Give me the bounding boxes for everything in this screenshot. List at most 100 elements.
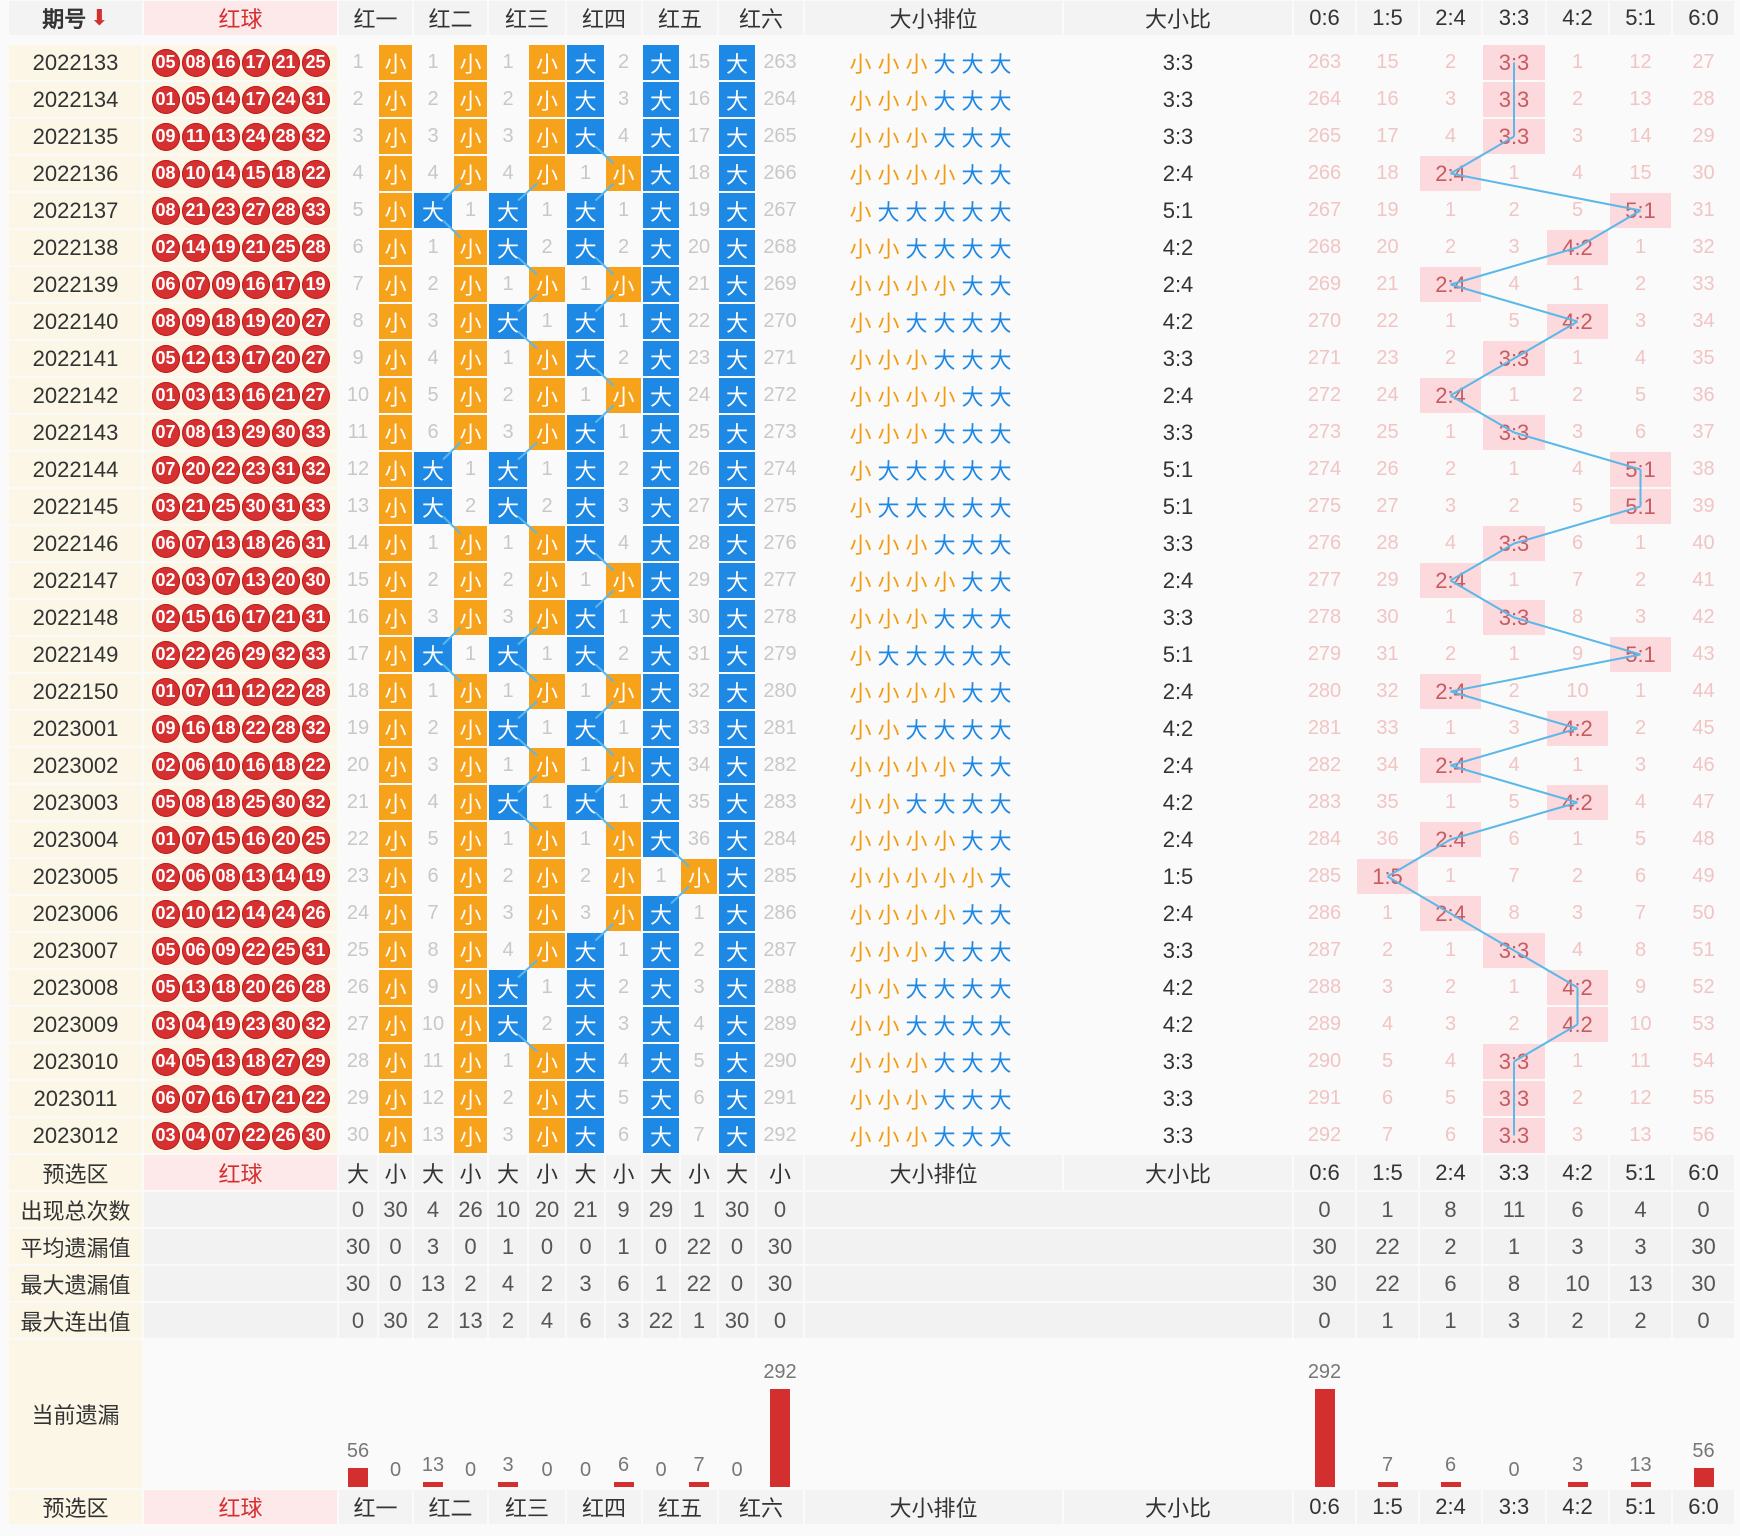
presel-small[interactable]: 小 [681, 1155, 717, 1190]
presel-ratio-col[interactable]: 1:5 [1357, 1155, 1418, 1190]
ratio-omission: 5 [1571, 495, 1584, 517]
small-cell: 小 [379, 711, 412, 746]
red-balls: 03 21 25 30 31 33 [144, 489, 337, 524]
big-cell: 大 [643, 1081, 679, 1116]
omission-count: 1 [579, 273, 592, 295]
sort-arrow-icon[interactable]: ⬇ [90, 5, 109, 30]
position-header-5[interactable]: 红五 [643, 1, 717, 35]
omission-count: 36 [687, 828, 711, 850]
bottom-position-header-3[interactable]: 红三 [489, 1490, 565, 1524]
presel-ratio-col[interactable]: 2:4 [1420, 1155, 1481, 1190]
red-ball: 13 [241, 862, 270, 891]
presel-big[interactable]: 大 [567, 1155, 604, 1190]
ratio-col-header-0[interactable]: 0:6 [1294, 1, 1355, 35]
seq-char: 大 [989, 1087, 1018, 1113]
omission-count: 2 [464, 495, 477, 517]
presel-big[interactable]: 大 [643, 1155, 679, 1190]
size-sequence: 小小小大大大 [805, 526, 1062, 561]
presel-small[interactable]: 小 [757, 1155, 803, 1190]
red-ball: 24 [271, 899, 300, 928]
ratio-header: 大小比 [1064, 1, 1292, 35]
presel-ratio-col[interactable]: 3:3 [1483, 1155, 1545, 1190]
small-cell: 小 [529, 822, 565, 857]
ratio-omission: 2 [1508, 495, 1520, 517]
ratio-col-header-3[interactable]: 3:3 [1483, 1, 1545, 35]
presel-big[interactable]: 大 [489, 1155, 527, 1190]
red-ball: 05 [181, 85, 210, 114]
presel-big[interactable]: 大 [339, 1155, 377, 1190]
seq-char: 大 [989, 717, 1018, 743]
bottom-ratio-col-header-2[interactable]: 2:4 [1420, 1490, 1481, 1524]
presel-big[interactable]: 大 [414, 1155, 452, 1190]
position-header-3[interactable]: 红三 [489, 1, 565, 35]
ratio-omission: 15 [1376, 51, 1399, 73]
position-header-4[interactable]: 红四 [567, 1, 641, 35]
presel-small[interactable]: 小 [379, 1155, 412, 1190]
ratio-col-header-2[interactable]: 2:4 [1420, 1, 1481, 35]
period-header[interactable]: 期号 ⬇ [9, 1, 142, 35]
presel-ratio-col[interactable]: 5:1 [1610, 1155, 1671, 1190]
red-ball: 32 [301, 122, 330, 151]
presel-small[interactable]: 小 [529, 1155, 565, 1190]
bottom-position-header-4[interactable]: 红四 [567, 1490, 641, 1524]
bottom-position-header-6[interactable]: 红六 [719, 1490, 803, 1524]
big-cell: 大 [414, 452, 452, 487]
bottom-position-header-1[interactable]: 红一 [339, 1490, 412, 1524]
presel-big[interactable]: 大 [719, 1155, 755, 1190]
big-cell: 大 [719, 378, 755, 413]
red-ball: 27 [301, 307, 330, 336]
ratio-omission: 56 [1692, 1124, 1715, 1146]
bottom-ratio-col-header-0[interactable]: 0:6 [1294, 1490, 1355, 1524]
small-cell: 小 [454, 415, 487, 450]
ratio-hit: 2:4 [1420, 378, 1481, 413]
summary-pos-value: 2 [454, 1266, 487, 1301]
seq-char: 小 [849, 310, 878, 336]
summary-pos-value: 0 [529, 1229, 565, 1264]
bottom-position-header-2[interactable]: 红二 [414, 1490, 487, 1524]
presel-ratio-col[interactable]: 0:6 [1294, 1155, 1355, 1190]
presel-small[interactable]: 小 [606, 1155, 641, 1190]
ratio-col-header-4[interactable]: 4:2 [1547, 1, 1608, 35]
position-omission-bar-label: 13 [421, 1454, 445, 1476]
seq-char: 小 [849, 569, 878, 595]
seq-char: 小 [849, 939, 878, 965]
bottom-ratio-col-header-6[interactable]: 6:0 [1673, 1490, 1734, 1524]
position-header-6[interactable]: 红六 [719, 1, 803, 35]
bottom-ratio-col-header-4[interactable]: 4:2 [1547, 1490, 1608, 1524]
summary-pos-value: 30 [719, 1192, 755, 1227]
omission-count: 3 [427, 754, 439, 776]
ratio-omission: 6 [1634, 421, 1647, 443]
seq-char: 小 [849, 1050, 878, 1076]
ratio-col-header-5[interactable]: 5:1 [1610, 1, 1671, 35]
position-omission-bar-label: 0 [655, 1459, 667, 1481]
red-ball: 11 [181, 122, 210, 151]
ratio-omission: 24 [1376, 384, 1399, 406]
bottom-position-header-5[interactable]: 红五 [643, 1490, 717, 1524]
presel-ratio-col[interactable]: 4:2 [1547, 1155, 1608, 1190]
position-header-2[interactable]: 红二 [414, 1, 487, 35]
ratio-col-header-1[interactable]: 1:5 [1357, 1, 1418, 35]
position-omission-bar-label: 0 [731, 1459, 743, 1481]
omission-count: 35 [687, 791, 711, 813]
seq-char: 大 [989, 384, 1018, 410]
summary-pos-value: 0 [379, 1266, 412, 1301]
seq-char: 大 [905, 310, 934, 336]
omission-count: 274 [763, 458, 797, 480]
red-ball: 23 [241, 1010, 270, 1039]
bottom-ratio-col-header-3[interactable]: 3:3 [1483, 1490, 1545, 1524]
small-cell: 小 [454, 45, 487, 80]
red-ball: 22 [241, 714, 270, 743]
big-cell: 大 [489, 637, 527, 672]
bottom-ratio-col-header-1[interactable]: 1:5 [1357, 1490, 1418, 1524]
seq-char: 小 [877, 273, 906, 299]
ratio-omission: 1 [1634, 236, 1647, 258]
omission-count: 278 [763, 606, 797, 628]
omission-count: 2 [502, 1087, 514, 1109]
bottom-ratio-col-header-5[interactable]: 5:1 [1610, 1490, 1671, 1524]
position-header-1[interactable]: 红一 [339, 1, 412, 35]
presel-ratio-col[interactable]: 6:0 [1673, 1155, 1734, 1190]
presel-small[interactable]: 小 [454, 1155, 487, 1190]
ratio-omission: 4 [1571, 162, 1584, 184]
ratio-col-header-6[interactable]: 6:0 [1673, 1, 1734, 35]
